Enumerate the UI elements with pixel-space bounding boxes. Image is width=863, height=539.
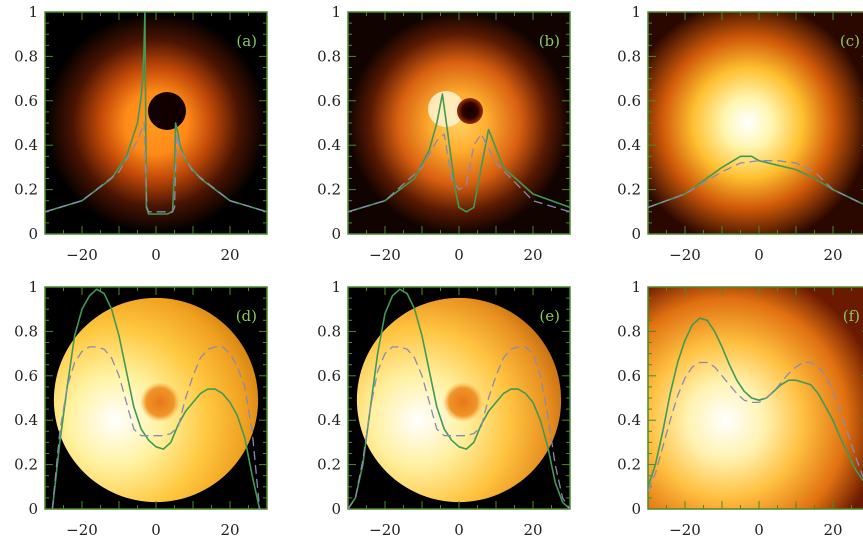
dashed-series-line	[348, 346, 570, 509]
panel-image	[348, 287, 570, 509]
panel-image	[45, 287, 267, 509]
panel-b: 0 0.2 0.4 0.6 0.8 1 −20 0 20 (b)	[317, 3, 571, 264]
ytick-label: 1	[28, 278, 38, 296]
ytick-label: 0.2	[14, 456, 38, 474]
dashed-series-line	[45, 122, 267, 213]
panel-label: (c)	[840, 32, 860, 50]
xtick-label: 0	[454, 246, 464, 264]
solid-series-line	[348, 93, 570, 213]
ytick-label: 0.4	[317, 411, 341, 429]
ytick-label: 0.6	[317, 92, 341, 110]
ytick-label: 1	[631, 278, 641, 296]
xtick-label: 0	[454, 521, 464, 539]
dashed-series-line	[648, 361, 863, 492]
xtick-label: −20	[66, 521, 98, 539]
ytick-label: 0.6	[14, 367, 38, 385]
ytick-label: 0.2	[317, 456, 341, 474]
ytick-label: 0.6	[317, 367, 341, 385]
ytick-label: 0.4	[617, 411, 641, 429]
ytick-label: 1	[28, 3, 38, 21]
xtick-label: 20	[823, 246, 842, 264]
xtick-label: 0	[754, 521, 764, 539]
ytick-label: 0	[331, 500, 341, 518]
ytick-label: 1	[331, 3, 341, 21]
solid-series-line	[51, 288, 261, 509]
xtick-label: 20	[823, 521, 842, 539]
axis-ticks	[647, 11, 863, 235]
xtick-label: 20	[523, 246, 542, 264]
axis-ticks	[347, 286, 571, 510]
ytick-label: 0	[28, 500, 38, 518]
ytick-label: 1	[331, 278, 341, 296]
panel-image	[45, 12, 267, 234]
dashed-series-line	[348, 133, 570, 213]
ytick-label: 0.4	[14, 411, 38, 429]
panel-f: 0 0.2 0.4 0.6 0.8 1 −20 0 20 (f)	[617, 278, 863, 539]
ytick-label: 0.2	[14, 181, 38, 199]
dashed-series-line	[648, 160, 863, 209]
ytick-label: 0.8	[617, 47, 641, 65]
ytick-label: 0.8	[317, 322, 341, 340]
ytick-label: 0.8	[14, 322, 38, 340]
panel-d: 0 0.2 0.4 0.6 0.8 1 −20 0 20 (d)	[14, 278, 268, 539]
ytick-label: 0.4	[617, 136, 641, 154]
xtick-label: 20	[220, 246, 239, 264]
ytick-label: 0.8	[317, 47, 341, 65]
ytick-label: 0.2	[617, 181, 641, 199]
ytick-label: 0.4	[14, 136, 38, 154]
xtick-label: 0	[151, 246, 161, 264]
xtick-label: −20	[369, 246, 401, 264]
xtick-label: −20	[369, 521, 401, 539]
xtick-label: 20	[523, 521, 542, 539]
ytick-label: 1	[631, 3, 641, 21]
axis-ticks	[647, 286, 863, 510]
panel-label: (f)	[843, 307, 860, 325]
ytick-label: 0.4	[317, 136, 341, 154]
panel-image	[348, 12, 570, 234]
xtick-label: −20	[66, 246, 98, 264]
ytick-label: 0.2	[317, 181, 341, 199]
ytick-label: 0	[631, 500, 641, 518]
axis-ticks	[44, 11, 268, 235]
ytick-label: 0	[631, 225, 641, 243]
panel-label: (d)	[236, 307, 257, 325]
panel-image	[648, 12, 863, 234]
ytick-label: 0.6	[617, 367, 641, 385]
xtick-label: 0	[754, 246, 764, 264]
xtick-label: 20	[220, 521, 239, 539]
ytick-label: 0.8	[14, 47, 38, 65]
panel-image	[648, 287, 863, 509]
xtick-label: 0	[151, 521, 161, 539]
solid-series-line	[348, 288, 570, 509]
ytick-label: 0	[28, 225, 38, 243]
panel-a: 0 0.2 0.4 0.6 0.8 1 −20 0 20 (a)	[14, 3, 268, 264]
ytick-label: 0.8	[617, 322, 641, 340]
ytick-label: 0.2	[617, 456, 641, 474]
panel-e: 0 0.2 0.4 0.6 0.8 1 −20 0 20 (e)	[317, 278, 571, 539]
panel-label: (b)	[539, 32, 560, 50]
panel-label: (e)	[539, 307, 560, 325]
ytick-label: 0	[331, 225, 341, 243]
panel-c: 0 0.2 0.4 0.6 0.8 1 −20 0 20 (c)	[617, 3, 863, 264]
axis-ticks	[44, 286, 268, 510]
axis-ticks	[347, 11, 571, 235]
dashed-series-line	[51, 346, 261, 509]
ytick-label: 0.6	[617, 92, 641, 110]
xtick-label: −20	[669, 246, 701, 264]
solid-series-line	[648, 317, 863, 488]
panel-label: (a)	[236, 32, 257, 50]
xtick-label: −20	[669, 521, 701, 539]
ytick-label: 0.6	[14, 92, 38, 110]
